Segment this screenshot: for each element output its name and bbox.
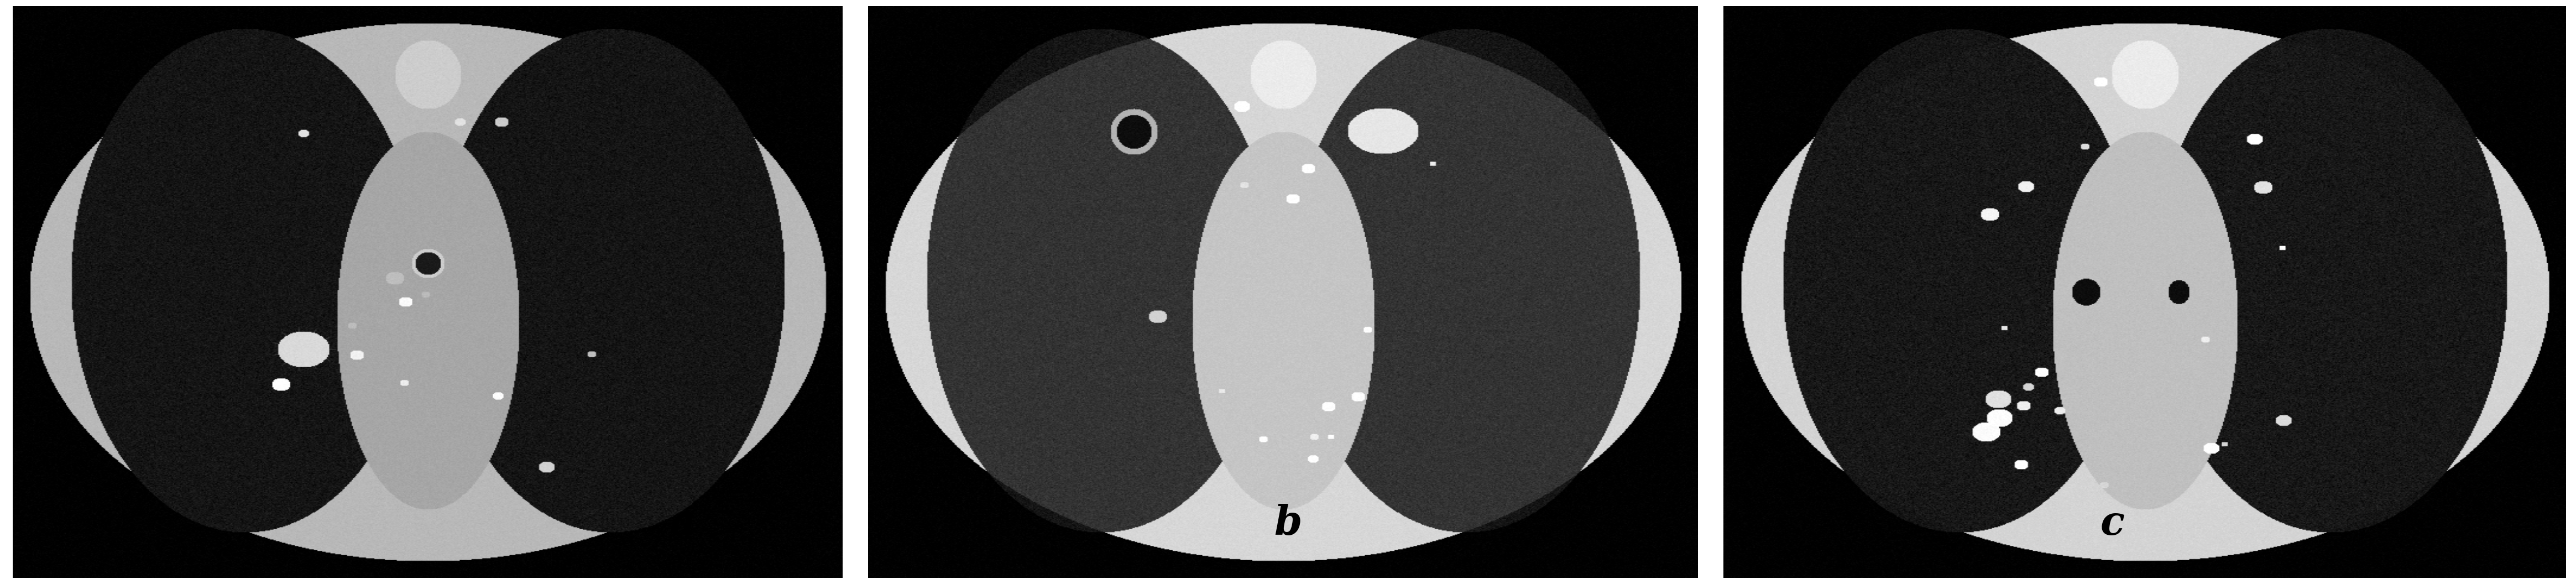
Text: b: b: [1275, 504, 1301, 543]
Text: c: c: [2099, 504, 2125, 543]
Text: a: a: [670, 504, 696, 543]
